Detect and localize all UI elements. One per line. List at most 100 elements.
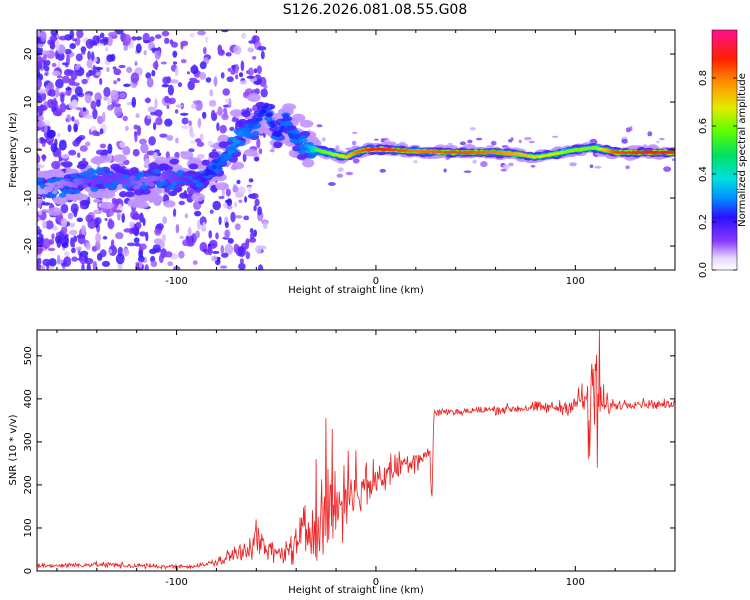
spectrogram-noise-cell: [256, 65, 262, 75]
spectrogram-noise-cell: [190, 132, 195, 138]
spectrogram-noise-cell: [237, 186, 246, 195]
spectrogram-noise-cell: [161, 84, 170, 88]
spectrogram-trace-cell: [247, 93, 261, 102]
spectrogram-noise-cell: [139, 138, 147, 145]
spectrogram-noise-cell: [255, 245, 262, 254]
spectrogram-trace-cell: [51, 190, 58, 195]
spectrogram-noise-cell: [42, 139, 48, 144]
spectrogram-noise-cell: [194, 210, 202, 217]
spectrogram-noise-cell: [95, 240, 101, 251]
spectrogram-noise-cell: [221, 252, 229, 258]
spectrogram-trace-cell: [103, 176, 111, 181]
y-tick-label: 10: [23, 96, 34, 109]
spectrogram-noise-cell: [245, 239, 250, 250]
spectrogram-noise-cell: [208, 101, 217, 107]
spectrogram-noise-cell: [56, 52, 65, 61]
spectrogram-noise-cell: [238, 199, 243, 203]
spectrogram-trace-cell: [162, 165, 173, 172]
spectrogram-noise-cell: [173, 208, 177, 217]
spectrogram-trace-cell: [179, 192, 189, 199]
spectrogram-noise-cell: [37, 56, 43, 65]
spectrogram-trace-cell: [113, 154, 127, 163]
spectrogram-noise-cell: [99, 143, 106, 149]
spectrogram-noise-cell: [58, 140, 67, 151]
spectrogram-trace-cell: [211, 164, 217, 170]
spectrogram-noise-cell: [122, 146, 131, 156]
spectrogram-noise-cell: [139, 231, 147, 237]
spectrogram-noise-cell: [486, 145, 494, 148]
spectrogram-noise-cell: [188, 148, 195, 153]
spectrogram-noise-cell: [220, 245, 225, 254]
spectrogram-noise-cell: [115, 232, 124, 240]
spectrogram-noise-cell: [71, 256, 78, 262]
spectrogram-noise-cell: [225, 188, 231, 197]
spectrogram-noise-cell: [569, 162, 577, 167]
spectrogram-noise-cell: [218, 216, 222, 226]
spectrogram-trace-cell: [284, 117, 290, 121]
spectrogram-noise-cell: [37, 30, 41, 38]
spectrogram-trace-cell: [230, 143, 236, 147]
spectrogram-noise-cell: [138, 261, 143, 269]
spectrogram-noise-cell: [123, 228, 132, 233]
spectrogram-noise-cell: [663, 166, 672, 172]
spectrogram-noise-cell: [241, 32, 247, 39]
spectrogram-noise-cell: [91, 51, 95, 61]
spectrogram-trace-cell: [107, 181, 114, 185]
spectrogram-noise-cell: [37, 36, 40, 45]
spectrogram-noise-cell: [61, 62, 69, 66]
spectrogram-noise-cell: [77, 152, 81, 158]
spectrogram-noise-cell: [123, 83, 131, 88]
spectrogram-x-axis-label: Height of straight line (km): [288, 285, 424, 296]
spectrogram-trace-cell: [78, 160, 89, 167]
spectrogram-noise-cell: [69, 30, 75, 40]
spectrogram-noise-cell: [69, 229, 78, 236]
spectrogram-noise-cell: [95, 72, 102, 76]
spectrogram-trace-cell: [58, 185, 64, 189]
spectrogram-noise-cell: [178, 250, 185, 259]
spectrogram-noise-cell: [52, 225, 58, 231]
spectrogram-noise-cell: [75, 53, 83, 62]
spectrogram-image: [37, 30, 675, 270]
spectrogram-noise-cell: [192, 64, 197, 71]
spectrogram-noise-cell: [202, 248, 207, 253]
spectrogram-noise-cell: [174, 109, 179, 114]
spectrogram-noise-cell: [171, 41, 178, 48]
spectrogram-trace-cell: [166, 172, 173, 176]
spectrogram-noise-cell: [37, 44, 44, 48]
spectrogram-trace-cell: [79, 199, 91, 206]
spectrogram-trace-cell: [168, 190, 178, 197]
spectrogram-noise-cell: [189, 32, 195, 38]
colorbar-tick-label: 0.4: [698, 166, 709, 182]
spectrogram-noise-cell: [472, 159, 477, 164]
spectrogram-trace-cell: [193, 171, 200, 176]
spectrogram-noise-cell: [102, 36, 109, 43]
spectrogram-noise-cell: [101, 260, 111, 267]
spectrogram-noise-cell: [238, 262, 246, 270]
spectrogram-noise-cell: [38, 210, 43, 216]
spectrogram-noise-cell: [74, 64, 80, 71]
snr-x-axis-label: Height of straight line (km): [288, 585, 424, 596]
spectrogram-noise-cell: [207, 246, 213, 256]
spectrogram-noise-cell: [44, 72, 49, 77]
spectrogram-noise-cell: [49, 39, 55, 50]
spectrogram-trace-cell: [163, 200, 176, 208]
spectrogram-trace-cell: [267, 112, 273, 117]
spectrogram-noise-cell: [137, 125, 141, 136]
spectrogram-trace-cell: [148, 186, 162, 196]
spectrogram-noise-cell: [37, 138, 41, 144]
spectrogram-noise-cell: [167, 261, 174, 267]
spectrogram-noise-cell: [134, 61, 138, 67]
spectrogram-noise-cell: [103, 96, 108, 101]
spectrogram-noise-cell: [253, 229, 257, 237]
spectrogram-trace-cell: [255, 117, 262, 121]
spectrogram-noise-cell: [69, 43, 76, 50]
spectrogram-noise-cell: [469, 127, 476, 131]
spectrogram-noise-cell: [345, 171, 354, 176]
spectrogram-noise-cell: [258, 264, 264, 270]
spectrogram-trace-cell: [97, 155, 111, 163]
spectrogram-noise-cell: [105, 47, 109, 52]
spectrogram-noise-cell: [382, 138, 388, 141]
spectrogram-noise-cell: [42, 258, 51, 267]
spectrogram-noise-cell: [117, 203, 123, 215]
